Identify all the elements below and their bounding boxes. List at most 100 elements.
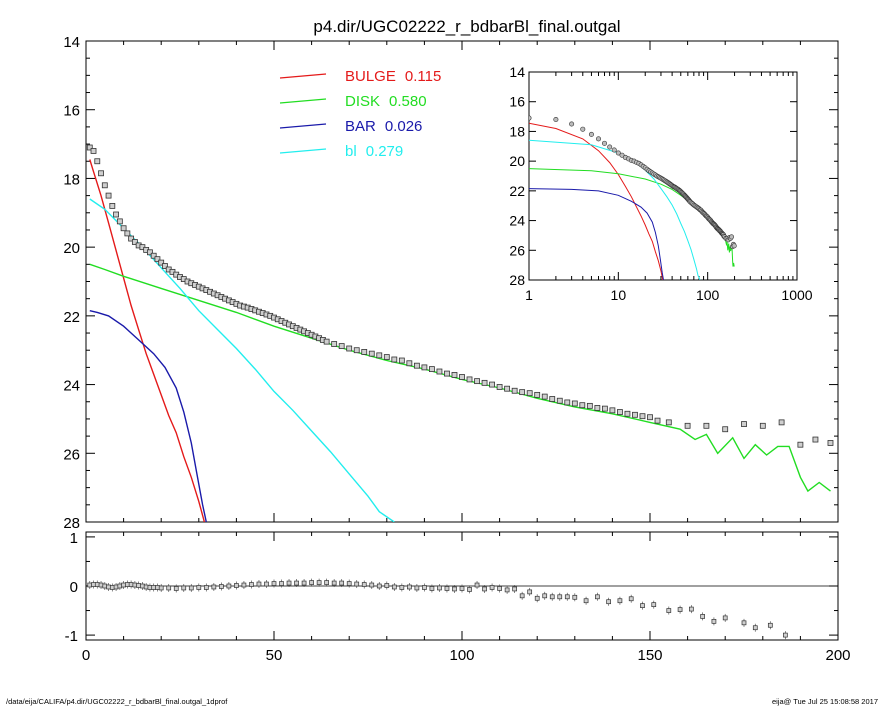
residual-point xyxy=(429,586,435,591)
series-line-bar xyxy=(89,310,207,522)
data-point xyxy=(154,256,161,263)
y-tick-label: 26 xyxy=(63,446,80,463)
residual-point xyxy=(414,585,420,591)
residual-point xyxy=(102,583,108,589)
residual-point xyxy=(783,632,788,638)
residual-point xyxy=(121,582,126,588)
data-point xyxy=(444,370,450,377)
residual-point xyxy=(286,580,292,586)
data-point xyxy=(391,356,398,363)
data-point xyxy=(474,378,480,385)
data-point xyxy=(120,225,127,232)
residual-point xyxy=(331,580,337,586)
residual-point xyxy=(166,585,172,591)
data-point xyxy=(94,158,101,165)
data-point xyxy=(398,357,405,364)
residual-point xyxy=(143,584,149,590)
residual-point xyxy=(125,582,130,587)
data-point xyxy=(564,399,571,406)
data-point xyxy=(609,407,616,414)
residual-point xyxy=(391,584,397,590)
residual-point xyxy=(557,594,563,600)
data-point xyxy=(797,441,804,448)
data-point xyxy=(338,343,345,349)
residual-point xyxy=(689,606,694,612)
residual-point xyxy=(407,584,412,590)
residual-point xyxy=(527,589,533,595)
residual-point xyxy=(234,583,239,588)
data-point xyxy=(504,385,511,392)
residual-point xyxy=(583,598,589,604)
residual-point xyxy=(534,595,540,601)
data-point xyxy=(624,410,631,417)
data-point xyxy=(361,349,368,355)
x-tick-label: 0 xyxy=(82,647,90,664)
inset-data-point xyxy=(553,117,559,123)
inset-y-tick-label: 26 xyxy=(509,242,525,258)
data-point xyxy=(147,249,153,256)
data-point xyxy=(632,411,638,418)
inset-y-tick-label: 14 xyxy=(509,64,525,80)
data-point xyxy=(827,440,834,446)
inset-x-tick-label: 100 xyxy=(696,287,720,303)
data-point xyxy=(489,381,495,388)
residual-point xyxy=(173,586,179,591)
legend-value: 0.026 xyxy=(385,118,423,135)
main-plot-area xyxy=(86,144,834,522)
data-point xyxy=(101,182,108,189)
inset-data-point xyxy=(611,147,617,153)
residual-point xyxy=(376,583,382,589)
inset-axes-frame xyxy=(528,71,798,281)
data-point xyxy=(511,387,518,394)
residual-point xyxy=(452,586,457,592)
residual-point xyxy=(294,580,299,586)
inset-data-point xyxy=(729,234,735,240)
data-point xyxy=(665,419,672,426)
inset-y-tick-label: 22 xyxy=(509,183,525,199)
inset-y-tick-label: 24 xyxy=(509,213,525,229)
residual-point xyxy=(147,585,153,590)
y-tick-label: 28 xyxy=(63,515,80,532)
inset-y-tick-label: 28 xyxy=(509,272,525,288)
legend-line-disk xyxy=(279,98,327,104)
data-point xyxy=(413,362,420,369)
data-point xyxy=(113,211,119,218)
data-point xyxy=(383,354,390,360)
residual-point xyxy=(158,585,164,591)
series-line-bulge xyxy=(89,159,206,522)
footer-timestamp: eija@ Tue Jul 25 15:08:58 2017 xyxy=(771,697,878,706)
inset-x-tick-label: 1 xyxy=(525,287,533,303)
data-point xyxy=(459,374,465,380)
data-point xyxy=(131,239,138,245)
data-point xyxy=(571,400,578,407)
inset-data-point xyxy=(580,126,586,132)
y-tick-label: 16 xyxy=(63,103,80,120)
residual-plot: 10-10 50 100 150 200 xyxy=(65,530,851,664)
data-point xyxy=(105,192,112,199)
data-point xyxy=(481,379,488,386)
data-point xyxy=(150,252,157,259)
residual-point xyxy=(711,618,717,624)
residual-y-tick-label: -1 xyxy=(65,628,78,645)
legend-line-bl xyxy=(279,148,327,154)
data-point xyxy=(684,422,691,429)
residual-point xyxy=(249,582,254,587)
residual-point xyxy=(752,625,758,631)
residual-point xyxy=(188,585,194,591)
residual-point xyxy=(98,582,104,588)
residual-point xyxy=(489,585,495,590)
residual-point xyxy=(700,614,705,619)
inset-data-point xyxy=(588,131,594,137)
data-point xyxy=(451,372,458,378)
inset-series-line-bulge xyxy=(529,122,664,280)
residual-point xyxy=(226,583,232,589)
residual-point xyxy=(640,603,645,608)
inset-plot: 14 16 18 20 22 24 26 281 10 100 1000 xyxy=(509,64,812,303)
residual-point xyxy=(459,586,465,591)
residual-point xyxy=(117,583,123,589)
inset-data-point xyxy=(731,243,737,249)
data-point xyxy=(429,366,435,373)
data-point xyxy=(601,405,608,412)
data-point xyxy=(526,390,533,397)
data-point xyxy=(722,426,729,433)
